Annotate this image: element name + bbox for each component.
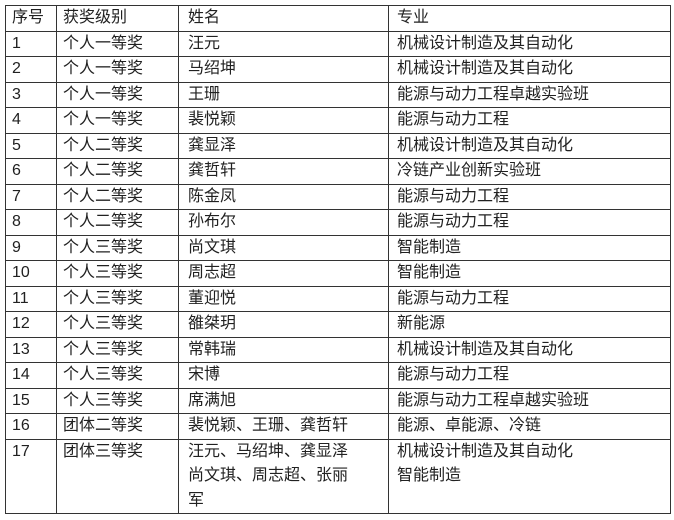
table-row: 12 个人三等奖 雒桀玥 新能源 [5,311,671,338]
table-cell-level: 个人一等奖 [56,56,179,83]
table-cell-index: 12 [5,311,57,338]
table-row: 3 个人一等奖 王珊 能源与动力工程卓越实验班 [5,81,671,108]
table-cell-index: 8 [5,209,57,236]
table-cell-name: 周志超 [178,260,389,287]
table-cell-index: 4 [5,107,57,134]
awards-table-body: 1 个人一等奖 汪元 机械设计制造及其自动化 2 个人一等奖 马绍坤 机械设计制造及其自动化 3… [5,30,671,514]
table-cell-index: 6 [5,158,57,185]
header-cell-level: 获奖级别 [56,5,179,32]
table-cell-name: 董迎悦 [178,285,389,312]
table-cell-major: 冷链产业创新实验班 [388,158,671,185]
table-cell-level: 个人三等奖 [56,387,179,414]
table-cell-level: 个人二等奖 [56,183,179,210]
table-row: 13 个人三等奖 常韩瑞 机械设计制造及其自动化 [5,336,671,363]
awards-table: 序号 获奖级别 姓名 专业 1 个人一等奖 汪元 机械设计制造及其自动化 2 个人一等奖马… [5,5,671,514]
table-cell-major: 能源与动力工程 [388,209,671,236]
table-cell-name: 汪元 [178,30,389,57]
table-cell-major: 能源与动力工程 [388,183,671,210]
table-cell-level: 个人一等奖 [56,107,179,134]
table-cell-major: 机械设计制造及其自动化 [388,336,671,363]
table-cell-level: 个人二等奖 [56,132,179,159]
table-cell-major: 智能制造 [388,260,671,287]
table-cell-major: 机械设计制造及其自动化 [388,56,671,83]
table-cell-index: 14 [5,362,57,389]
table-row: 7 个人二等奖 陈金凤 能源与动力工程 [5,183,671,210]
table-cell-major: 机械设计制造及其自动化 [388,30,671,57]
table-cell-name: 王珊 [178,81,389,108]
table-cell-index: 11 [5,285,57,312]
table-cell-level: 个人二等奖 [56,158,179,185]
table-cell-level: 个人一等奖 [56,81,179,108]
table-cell-index: 17 [5,438,57,514]
table-cell-index: 10 [5,260,57,287]
table-cell-level: 个人三等奖 [56,311,179,338]
table-cell-level: 个人三等奖 [56,260,179,287]
table-cell-name: 雒桀玥 [178,311,389,338]
table-row: 1 个人一等奖 汪元 机械设计制造及其自动化 [5,30,671,57]
table-cell-level: 个人一等奖 [56,30,179,57]
table-cell-name: 裴悦颖、王珊、龚哲轩 [178,413,389,440]
table-row: 5 个人二等奖 龚显泽 机械设计制造及其自动化 [5,132,671,159]
table-cell-index: 1 [5,30,57,57]
table-cell-name: 常韩瑞 [178,336,389,363]
table-cell-major: 机械设计制造及其自动化 智能制造 [388,438,671,514]
table-cell-major: 能源、卓能源、冷链 [388,413,671,440]
table-row: 8 个人二等奖 孙布尔 能源与动力工程 [5,209,671,236]
table-cell-index: 9 [5,234,57,261]
table-row: 17 团体三等奖 汪元、马绍坤、龚显泽 尚文琪、周志超、张丽 军机械设计制造及其自动… [5,438,671,514]
table-cell-level: 团体三等奖 [56,438,179,514]
awards-table-header: 序号 获奖级别 姓名 专业 [5,5,671,32]
table-row: 16 团体二等奖 裴悦颖、王珊、龚哲轩 能源、卓能源、冷链 [5,413,671,440]
table-cell-level: 个人三等奖 [56,234,179,261]
table-cell-name: 宋博 [178,362,389,389]
header-row: 序号 获奖级别 姓名 专业 [5,5,671,32]
table-row: 10 个人三等奖 周志超 智能制造 [5,260,671,287]
table-row: 6 个人二等奖 龚哲轩 冷链产业创新实验班 [5,158,671,185]
table-cell-major: 机械设计制造及其自动化 [388,132,671,159]
table-cell-major: 能源与动力工程 [388,107,671,134]
table-cell-index: 13 [5,336,57,363]
header-cell-index: 序号 [5,5,57,32]
table-cell-index: 2 [5,56,57,83]
table-row: 14 个人三等奖 宋博 能源与动力工程 [5,362,671,389]
table-cell-name: 孙布尔 [178,209,389,236]
header-cell-major: 专业 [388,5,671,32]
table-cell-name: 龚显泽 [178,132,389,159]
table-row: 4 个人一等奖 裴悦颖 能源与动力工程 [5,107,671,134]
table-cell-major: 能源与动力工程 [388,362,671,389]
table-cell-name: 龚哲轩 [178,158,389,185]
table-cell-level: 个人三等奖 [56,336,179,363]
table-cell-index: 5 [5,132,57,159]
table-cell-index: 3 [5,81,57,108]
table-cell-name: 席满旭 [178,387,389,414]
table-cell-level: 个人二等奖 [56,209,179,236]
header-cell-name: 姓名 [178,5,389,32]
table-cell-index: 16 [5,413,57,440]
table-cell-name: 汪元、马绍坤、龚显泽 尚文琪、周志超、张丽 军 [178,438,389,514]
table-cell-major: 智能制造 [388,234,671,261]
table-row: 15 个人三等奖 席满旭 能源与动力工程卓越实验班 [5,387,671,414]
table-cell-name: 陈金凤 [178,183,389,210]
table-row: 9 个人三等奖 尚文琪 智能制造 [5,234,671,261]
table-row: 11 个人三等奖 董迎悦 能源与动力工程 [5,285,671,312]
table-cell-index: 7 [5,183,57,210]
table-cell-major: 能源与动力工程 [388,285,671,312]
table-cell-major: 能源与动力工程卓越实验班 [388,81,671,108]
table-cell-level: 团体二等奖 [56,413,179,440]
table-cell-name: 尚文琪 [178,234,389,261]
table-cell-major: 能源与动力工程卓越实验班 [388,387,671,414]
table-cell-major: 新能源 [388,311,671,338]
table-cell-level: 个人三等奖 [56,362,179,389]
table-row: 2 个人一等奖 马绍坤 机械设计制造及其自动化 [5,56,671,83]
table-cell-name: 马绍坤 [178,56,389,83]
table-cell-level: 个人三等奖 [56,285,179,312]
table-cell-index: 15 [5,387,57,414]
table-cell-name: 裴悦颖 [178,107,389,134]
